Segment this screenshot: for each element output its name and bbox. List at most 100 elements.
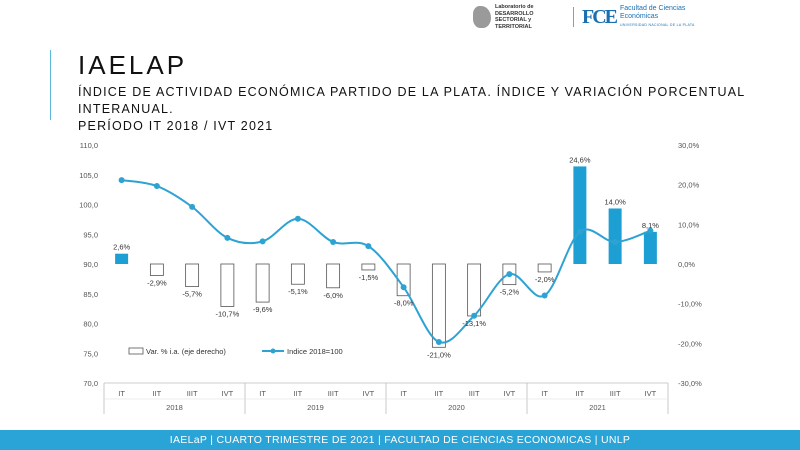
fce-logo: FCE Facultad de Ciencias Económicas UNIV…	[582, 5, 700, 29]
y-left-tick-label: 80,0	[83, 320, 98, 329]
x-tick-label: IIIT	[610, 389, 621, 398]
variation-bar	[255, 263, 270, 303]
x-tick-label: IT	[400, 389, 407, 398]
y-right-tick-label: 30,0%	[678, 141, 700, 150]
index-point	[612, 238, 619, 245]
bar-data-label: 24,6%	[569, 155, 591, 164]
x-tick-label: IT	[259, 389, 266, 398]
x-tick-label: IIIT	[187, 389, 198, 398]
lab-logo: Laboratorio de DESARROLLO SECTORIAL y TE…	[473, 4, 565, 30]
argentina-map-icon	[473, 6, 491, 28]
fce-name: Facultad de Ciencias Económicas	[620, 5, 686, 20]
variation-bar	[643, 231, 657, 264]
y-left-tick-label: 85,0	[83, 290, 98, 299]
index-point	[330, 238, 337, 245]
bar-data-label: 2,6%	[113, 243, 130, 252]
y-right-tick-label: -30,0%	[678, 379, 702, 388]
page-subtitle: ÍNDICE DE ACTIVIDAD ECONÓMICA PARTIDO DE…	[78, 84, 778, 135]
bar-data-label: -21,0%	[427, 350, 451, 359]
x-tick-label: IIIT	[328, 389, 339, 398]
variation-bar	[537, 263, 552, 273]
variation-bar	[290, 263, 305, 285]
index-point	[224, 234, 231, 241]
activity-index-chart: 70,0 75,0 80,0 85,0 90,0 95,0 100,0 105,0 110,0 -…	[79, 141, 702, 414]
x-tick-label: IIT	[294, 389, 303, 398]
y-left-tick-label: 75,0	[83, 349, 98, 358]
subtitle-line-1: ÍNDICE DE ACTIVIDAD ECONÓMICA PARTIDO DE…	[78, 85, 745, 116]
lab-name: Laboratorio de DESARROLLO SECTORIAL y TE…	[495, 4, 534, 30]
x-tick-label: IT	[118, 389, 125, 398]
bar-data-label: -8,0%	[394, 299, 414, 308]
variation-bar	[573, 166, 587, 264]
index-point	[259, 238, 266, 245]
y-left-tick-label: 90,0	[83, 260, 98, 269]
bar-data-label: -9,6%	[253, 305, 273, 314]
legend-line-marker	[270, 348, 276, 354]
index-point	[647, 227, 654, 234]
bar-data-label: -6,0%	[323, 291, 343, 300]
index-point	[153, 183, 160, 190]
bar-data-label: 8,1%	[642, 221, 659, 230]
variation-bar	[431, 263, 446, 348]
variation-bar	[326, 263, 341, 289]
legend-bar-swatch	[128, 347, 144, 355]
y-left-tick-label: 70,0	[83, 379, 98, 388]
bar-data-label: -5,7%	[182, 290, 202, 299]
bar-data-label: -1,5%	[359, 273, 379, 282]
variation-bar	[608, 208, 622, 264]
variation-bar	[115, 253, 129, 264]
footer-bar: IAELaP | CUARTO TRIMESTRE DE 2021 | FACU…	[0, 430, 800, 450]
index-point	[189, 203, 196, 210]
y-left-tick-label: 100,0	[79, 201, 98, 210]
x-tick-label: IIT	[435, 389, 444, 398]
x-tick-label: IIT	[576, 389, 585, 398]
y-right-tick-label: -10,0%	[678, 300, 702, 309]
variation-bar	[149, 263, 164, 276]
y-right-tick-label: 20,0%	[678, 181, 700, 190]
x-tick-label: IVT	[504, 389, 516, 398]
y-right-tick-label: 10,0%	[678, 220, 700, 229]
index-point	[365, 243, 372, 250]
index-point	[400, 284, 407, 291]
index-point	[541, 292, 548, 299]
subtitle-line-2: PERÍODO IT 2018 / IVT 2021	[78, 119, 274, 133]
bar-data-label: 14,0%	[604, 197, 626, 206]
variation-bar	[220, 263, 235, 307]
variation-bar	[361, 263, 376, 271]
bar-data-label: -2,9%	[147, 279, 167, 288]
x-tick-label: IIT	[153, 389, 162, 398]
x-year-label: 2019	[307, 403, 324, 412]
variation-bar	[467, 263, 482, 317]
fce-university: UNIVERSIDAD NACIONAL DE LA PLATA	[620, 23, 695, 27]
x-year-label: 2021	[589, 403, 606, 412]
fce-mark: FCE	[582, 5, 618, 28]
y-left-tick-label: 110,0	[80, 141, 98, 150]
index-point	[118, 177, 125, 184]
x-tick-label: IT	[541, 389, 548, 398]
x-tick-label: IVT	[645, 389, 657, 398]
bar-data-label: -13,1%	[462, 319, 486, 328]
legend-line-label: Indice 2018=100	[287, 347, 343, 356]
y-right-tick-label: 0,0%	[678, 260, 695, 269]
bar-data-label: -5,1%	[288, 287, 308, 296]
x-tick-label: IVT	[222, 389, 234, 398]
index-line	[121, 179, 651, 344]
y-right-tick-label: -20,0%	[678, 339, 702, 348]
logo-divider	[573, 7, 574, 27]
index-point	[435, 338, 442, 345]
x-year-label: 2018	[166, 403, 183, 412]
x-tick-label: IIIT	[469, 389, 480, 398]
index-point	[294, 215, 301, 222]
bar-data-label: -10,7%	[215, 309, 239, 318]
bar-data-label: -2,0%	[535, 275, 555, 284]
legend-bar-label: Var. % i.a. (eje derecho)	[146, 347, 226, 356]
y-left-tick-label: 105,0	[79, 171, 98, 180]
bar-data-label: -5,2%	[500, 288, 520, 297]
x-year-label: 2020	[448, 403, 465, 412]
variation-bar	[185, 263, 200, 288]
page-title: IAELAP	[78, 50, 188, 80]
index-point	[576, 228, 583, 235]
y-left-tick-label: 95,0	[83, 230, 98, 239]
header-logos: Laboratorio de DESARROLLO SECTORIAL y TE…	[473, 4, 700, 30]
title-accent-bar	[50, 50, 51, 120]
